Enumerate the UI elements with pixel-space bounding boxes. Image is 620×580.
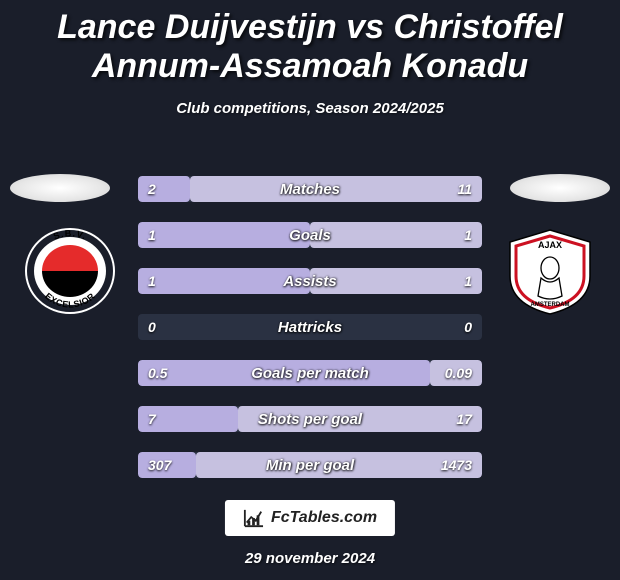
stat-row: 0Hattricks0	[138, 314, 482, 340]
stat-row: 7Shots per goal17	[138, 406, 482, 432]
stat-label: Min per goal	[138, 457, 482, 474]
stat-label: Hattricks	[138, 319, 482, 336]
date-text: 29 november 2024	[0, 550, 620, 567]
brand-badge[interactable]: FcTables.com	[225, 500, 395, 536]
svg-text:AJAX: AJAX	[538, 240, 562, 250]
stat-row: 307Min per goal1473	[138, 452, 482, 478]
stat-value-right: 11	[457, 181, 472, 197]
stat-value-right: 1	[464, 227, 472, 243]
club-logo-right: AJAX AMSTERDAM	[500, 226, 600, 316]
comparison-title: Lance Duijvestijn vs Christoffel Annum-A…	[0, 0, 620, 86]
player1-name: Lance Duijvestijn	[57, 8, 337, 46]
brand-text: FcTables.com	[271, 509, 377, 527]
svg-text:AMSTERDAM: AMSTERDAM	[531, 302, 570, 308]
stat-row: 2Matches11	[138, 176, 482, 202]
stats-bars: 2Matches111Goals11Assists10Hattricks00.5…	[138, 176, 482, 498]
stat-label: Matches	[138, 181, 482, 198]
stat-value-right: 1	[464, 273, 472, 289]
chart-icon	[243, 508, 265, 528]
club-logo-left: S.B.V. EXCELSIOR	[20, 226, 120, 316]
stat-value-right: 17	[456, 411, 472, 427]
stat-row: 0.5Goals per match0.09	[138, 360, 482, 386]
stat-label: Assists	[138, 273, 482, 290]
stat-label: Goals	[138, 227, 482, 244]
subtitle: Club competitions, Season 2024/2025	[0, 100, 620, 117]
stat-row: 1Goals1	[138, 222, 482, 248]
vs-text: vs	[346, 8, 384, 46]
stat-row: 1Assists1	[138, 268, 482, 294]
player1-avatar-placeholder	[10, 174, 110, 202]
stat-value-right: 0.09	[445, 365, 472, 381]
player2-avatar-placeholder	[510, 174, 610, 202]
stat-label: Shots per goal	[138, 411, 482, 428]
stat-label: Goals per match	[138, 365, 482, 382]
stat-value-right: 1473	[441, 457, 472, 473]
stat-value-right: 0	[464, 319, 472, 335]
